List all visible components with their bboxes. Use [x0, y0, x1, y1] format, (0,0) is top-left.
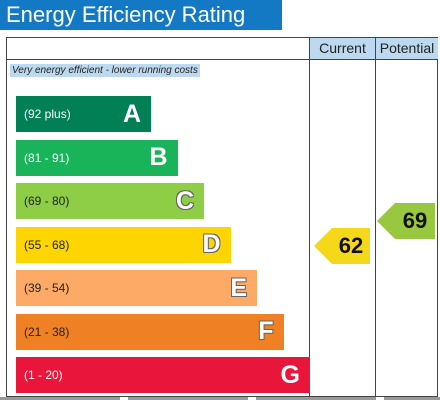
- band-e: (39 - 54) E: [16, 270, 257, 306]
- band-range: (21 - 38): [24, 324, 70, 339]
- band-letter: G: [280, 360, 300, 389]
- band-letter: B: [149, 143, 168, 171]
- rating-table: Current Potential Very energy efficient …: [6, 37, 438, 397]
- band-letter: C: [175, 186, 194, 215]
- current-rating-arrow: 62: [314, 228, 370, 264]
- band-range: (1 - 20): [24, 368, 63, 382]
- band-letter: E: [230, 273, 247, 302]
- band-letter: D: [202, 230, 221, 258]
- page-title: Energy Efficiency Rating: [0, 0, 282, 30]
- column-divider: [309, 38, 310, 396]
- potential-column-header: Potential: [376, 38, 438, 59]
- band-range: (92 plus): [24, 107, 71, 121]
- band-range: (69 - 80): [24, 194, 70, 208]
- top-note: Very energy efficient - lower running co…: [10, 64, 200, 77]
- header-divider: [7, 59, 437, 60]
- band-a: (92 plus) A: [16, 96, 151, 132]
- band-b: (81 - 91) B: [16, 139, 178, 176]
- band-letter: F: [258, 317, 274, 345]
- band-range: (55 - 68): [24, 237, 70, 252]
- band-letter: A: [122, 99, 141, 128]
- column-divider: [375, 38, 376, 396]
- band-c: (69 - 80) C: [16, 183, 204, 219]
- potential-rating-arrow: 69: [377, 203, 435, 239]
- band-range: (81 - 91): [24, 150, 70, 165]
- band-g: (1 - 20) G: [16, 357, 310, 393]
- band-f: (21 - 38) F: [16, 313, 284, 350]
- band-d: (55 - 68) D: [16, 226, 231, 263]
- band-range: (39 - 54): [24, 281, 70, 295]
- current-column-header: Current: [310, 38, 375, 59]
- bottom-edge: [0, 397, 440, 400]
